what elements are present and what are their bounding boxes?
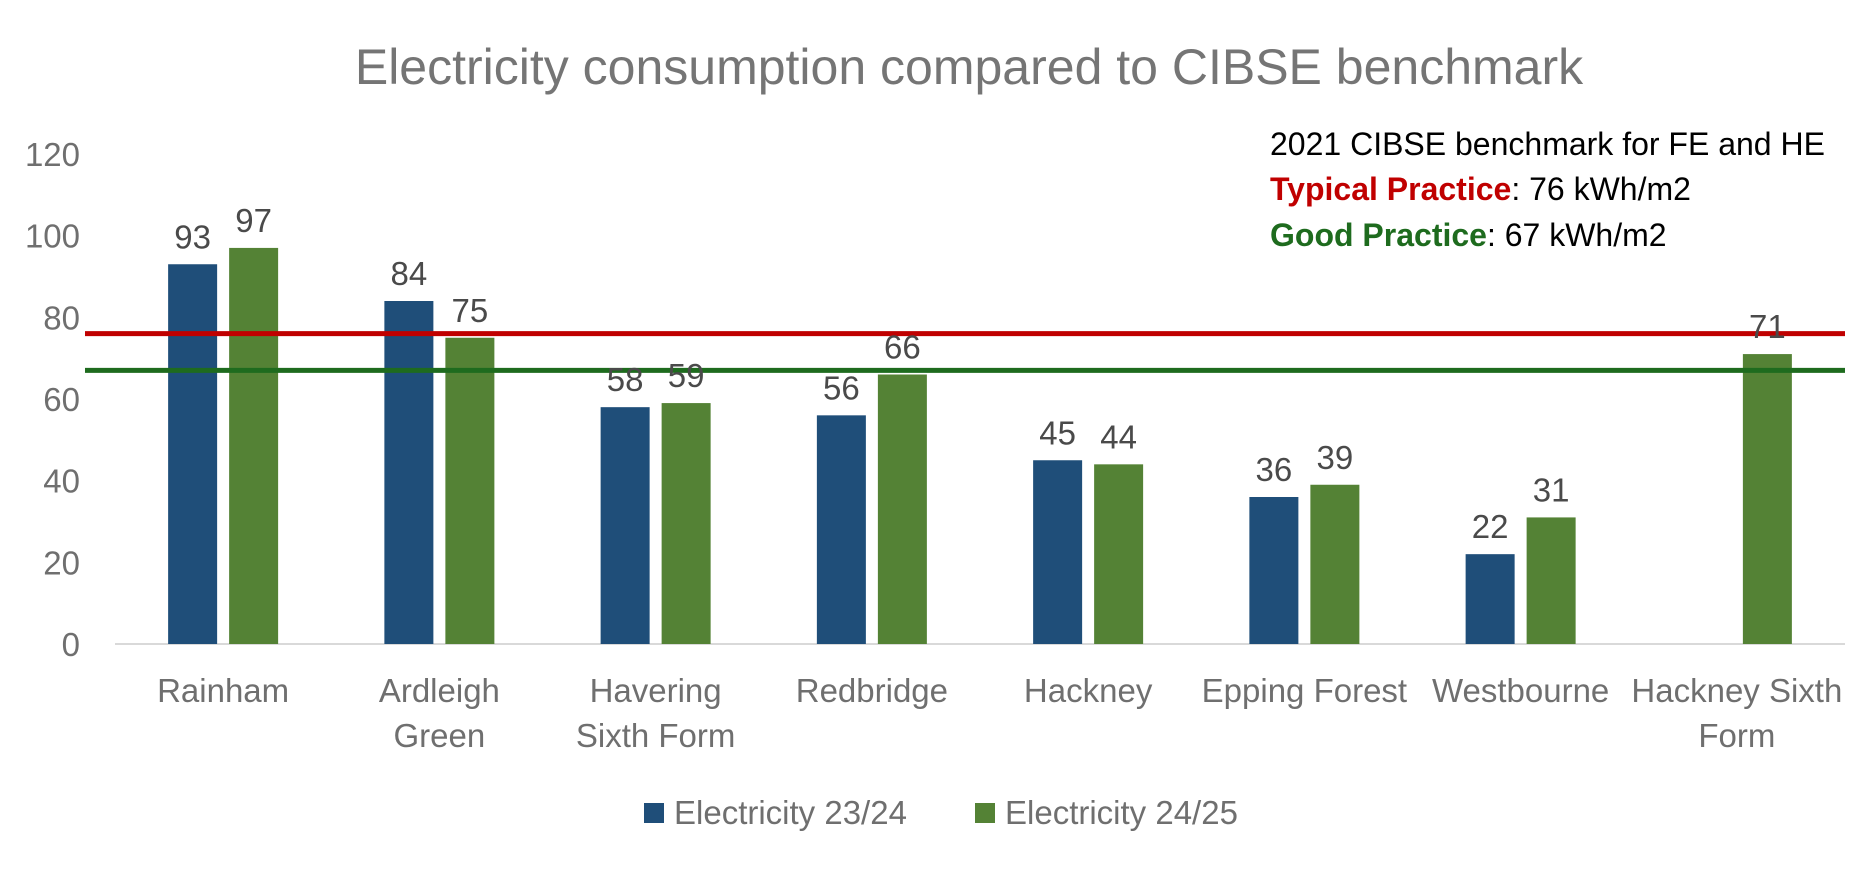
category-labels: Rainham Ardleigh Green Havering Sixth Form Re… [157,672,1842,754]
data-label: 71 [1749,308,1786,345]
bar [600,407,650,644]
chart-title: Electricity consumption compared to CIBS… [355,39,1584,95]
bar [229,247,279,644]
y-axis-ticks: 0 20 40 60 80 100 120 [25,136,80,663]
category-label: Epping Forest [1202,672,1407,709]
bars [168,247,1792,644]
data-label: 58 [607,361,644,398]
benchmark-note-good: Good Practice: 67 kWh/m2 [1270,217,1667,253]
benchmark-lines [85,331,1845,373]
category-label: Hackney [1024,672,1153,709]
y-tick-label: 0 [62,626,80,663]
data-label: 56 [823,369,860,406]
typical-practice-label: Typical Practice [1270,171,1511,207]
data-label: 75 [452,292,489,329]
good-practice-label: Good Practice [1270,217,1487,253]
y-tick-label: 100 [25,218,80,255]
data-label: 66 [884,329,921,366]
y-tick-label: 60 [43,381,80,418]
bar [384,301,434,644]
bar [1742,354,1792,644]
bar [1465,554,1515,644]
bar [1310,484,1360,644]
bar [877,374,927,644]
bar [661,403,711,644]
y-tick-label: 40 [43,463,80,500]
data-label: 36 [1256,451,1293,488]
y-tick-label: 80 [43,299,80,336]
data-label: 22 [1472,508,1509,545]
y-tick-label: 120 [25,136,80,173]
category-label: Sixth Form [576,717,736,754]
category-label: Green [394,717,486,754]
category-label: Westbourne [1432,672,1609,709]
category-label: Ardleigh [379,672,500,709]
bar [816,415,866,644]
data-labels: 93 97 84 75 58 59 56 66 45 44 36 39 22 31 71 [174,202,1785,545]
y-tick-label: 20 [43,544,80,581]
bar [168,264,218,644]
data-label: 84 [391,255,428,292]
category-label: Hackney Sixth [1631,672,1842,709]
typical-practice-value: : 76 kWh/m2 [1511,171,1691,207]
legend-label: Electricity 23/24 [674,794,907,831]
bar [1033,460,1083,644]
benchmark-note-typical: Typical Practice: 76 kWh/m2 [1270,171,1691,207]
category-label: Form [1698,717,1775,754]
legend-swatch [644,803,664,823]
benchmark-note-heading: 2021 CIBSE benchmark for FE and HE [1270,126,1825,162]
bar [1526,517,1576,644]
category-label: Rainham [157,672,289,709]
legend-swatch [975,803,995,823]
data-label: 93 [174,218,211,255]
category-label: Redbridge [796,672,948,709]
data-label: 45 [1039,414,1076,451]
legend-label: Electricity 24/25 [1005,794,1238,831]
category-label: Havering [590,672,722,709]
data-label: 39 [1317,439,1354,476]
bar [445,337,495,644]
bar [1249,497,1299,644]
data-label: 31 [1533,471,1570,508]
good-practice-value: : 67 kWh/m2 [1487,217,1667,253]
data-label: 44 [1100,418,1137,455]
data-label: 59 [668,357,705,394]
benchmark-note: 2021 CIBSE benchmark for FE and HE Typic… [1270,126,1825,253]
bar [1094,464,1144,644]
legend: Electricity 23/24 Electricity 24/25 [644,794,1238,831]
data-label: 97 [235,202,272,239]
